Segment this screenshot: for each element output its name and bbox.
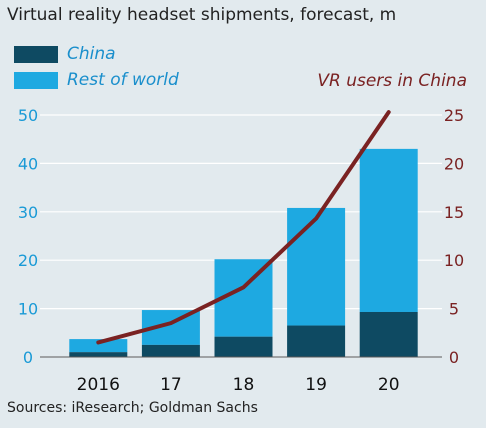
right-axis-tick-label: 15 (444, 203, 464, 222)
left-axis-tick-label: 20 (18, 251, 38, 270)
right-axis-tick-label: 20 (444, 154, 464, 173)
bar-rest-of-world (359, 148, 418, 312)
x-axis-tick-label: 2016 (77, 375, 120, 395)
line-series-label: VR users in China (317, 71, 467, 91)
bar-china (359, 311, 418, 357)
chart-title: Virtual reality headset shipments, forec… (7, 5, 397, 25)
x-axis-tick-label: 18 (233, 375, 255, 395)
legend-label-china: China (67, 44, 116, 64)
bar-china (214, 336, 273, 357)
legend-swatch-rest-of-world (14, 71, 58, 89)
legend-swatch-china (14, 45, 58, 63)
legend-item-china: China (14, 44, 116, 64)
x-axis-tick-label: 17 (160, 375, 182, 395)
right-axis-tick-label: 5 (449, 300, 459, 319)
bar-china (141, 344, 200, 357)
left-axis-tick-label: 30 (18, 203, 38, 222)
bar-rest-of-world (287, 207, 346, 326)
x-axis-tick-label: 19 (305, 375, 327, 395)
bar-china (69, 352, 128, 357)
left-axis-tick-label: 40 (18, 154, 38, 173)
right-axis-tick-label: 10 (444, 251, 464, 270)
legend-item-rest-of-world: Rest of world (14, 70, 179, 90)
left-axis-tick-label: 10 (18, 300, 38, 319)
legend-label-rest-of-world: Rest of world (67, 70, 179, 90)
x-axis-tick-label: 20 (378, 375, 400, 395)
left-axis-tick-label: 50 (18, 106, 38, 125)
left-axis-tick-label: 0 (23, 348, 33, 367)
bar-china (287, 325, 346, 357)
chart-source: Sources: iResearch; Goldman Sachs (7, 400, 258, 416)
right-axis-tick-label: 25 (444, 106, 464, 125)
right-axis-tick-label: 0 (449, 348, 459, 367)
bar-rest-of-world (69, 339, 128, 353)
